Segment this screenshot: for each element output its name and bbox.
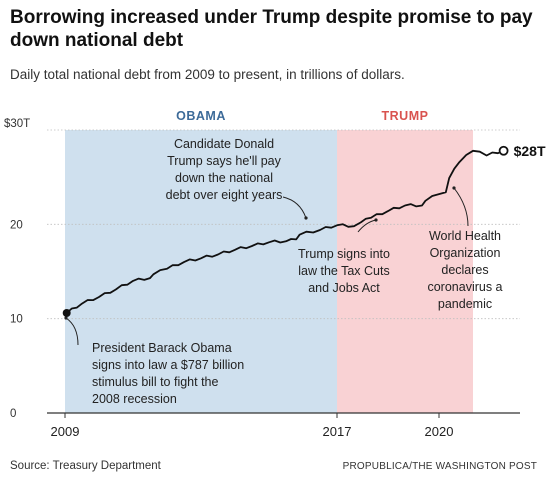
end-point-marker [498,145,509,156]
annotation-pointer-1 [357,219,377,233]
x-tick-label-2: 2020 [425,424,454,439]
x-tick-label-0: 2009 [51,424,80,439]
annotation-line-5: law the Tax Cuts [298,264,389,278]
band-label-1: TRUMP [382,109,429,123]
annotation-line-1: Trump says he'll pay [167,154,282,168]
annotation-line-3: debt over eight years [166,188,283,202]
annotation-pointer-tip-1 [374,218,378,222]
band-label-0: OBAMA [176,109,226,123]
end-value-label: $28T [514,143,546,159]
source-note: Source: Treasury Department [10,460,161,472]
annotation-line-13: signs into law a $787 billion [92,358,244,372]
annotation-pointer-0 [282,196,307,219]
annotation-line-0: Candidate Donald [174,137,274,151]
annotation-pointer-tip-0 [304,216,308,220]
start-point-marker [62,309,71,318]
band-0 [65,130,337,413]
annotation-line-4: Trump signs into [298,247,390,261]
annotation-line-15: 2008 recession [92,392,177,406]
annotation-line-2: down the national [175,171,273,185]
annotation-line-12: President Barack Obama [92,341,232,355]
annotation-line-11: pandemic [438,297,492,311]
y-tick-label-0: 0 [10,408,16,420]
chart-subtitle: Daily total national debt from 2009 to p… [10,67,405,82]
annotation-line-7: World Health [429,229,501,243]
y-tick-label-2: 20 [10,219,23,231]
annotation-pointer-tip-3 [64,316,68,320]
annotation-line-8: Organization [430,246,501,260]
annotation-pointer-tip-2 [452,186,456,190]
annotation-line-10: coronavirus a [427,280,502,294]
annotation-pointer-2 [453,187,469,227]
chart-title: Borrowing increased under Trump despite … [10,7,533,51]
annotation-line-6: and Jobs Act [308,281,380,295]
annotation-line-14: stimulus bill to fight the [92,375,218,389]
debt-series-line [66,149,504,314]
credit-note: PROPUBLICA/THE WASHINGTON POST [342,461,537,472]
y-tick-label-1: 10 [10,314,23,326]
annotation-pointer-3 [65,317,79,346]
y-tick-label-3: $30T [4,118,30,130]
annotation-line-9: declares [441,263,488,277]
x-tick-label-1: 2017 [323,424,352,439]
